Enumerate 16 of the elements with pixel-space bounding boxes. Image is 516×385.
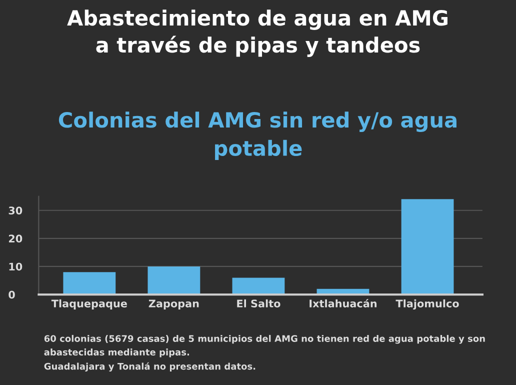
bar <box>401 199 454 295</box>
chart-title: Abastecimiento de agua en AMG a través de pipas y tandeos <box>67 10 448 57</box>
x-tick-label: Zapopan <box>148 300 199 310</box>
x-tick-label: Tlajomulco <box>396 299 459 310</box>
y-tick-label: 30 <box>8 206 22 214</box>
x-tick-label: El Salto <box>237 299 280 308</box>
y-tick-label: 0 <box>8 290 15 299</box>
text: 60 colonias (5679 casas) de 5 municipios del AMG no tienen red de agua potable y son abastecidas mediante pipas. Guadalajara y Tonalá no presentan datos. <box>44 334 485 372</box>
bar <box>63 272 116 295</box>
x-tick-label: Ixtlahuacán <box>310 298 377 308</box>
bar <box>148 266 200 295</box>
chart-subtitle: Colonias del AMG sin red y/o agua potable <box>58 112 456 160</box>
y-tick-label: 20 <box>8 234 22 243</box>
bar <box>232 278 285 295</box>
y-tick-label: 10 <box>9 262 22 271</box>
x-tick-label: Tlaquepaque <box>51 299 127 310</box>
